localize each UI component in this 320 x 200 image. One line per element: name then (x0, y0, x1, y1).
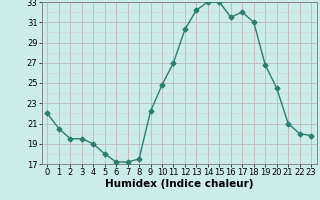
X-axis label: Humidex (Indice chaleur): Humidex (Indice chaleur) (105, 179, 253, 189)
